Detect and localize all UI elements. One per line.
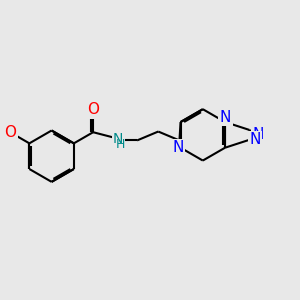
Text: H: H <box>116 138 125 151</box>
Text: N: N <box>249 132 261 147</box>
Text: O: O <box>87 102 99 117</box>
Text: O: O <box>4 125 16 140</box>
Text: N: N <box>172 140 184 155</box>
Text: N: N <box>113 132 123 146</box>
Text: N: N <box>220 110 231 125</box>
Text: N: N <box>252 128 264 142</box>
